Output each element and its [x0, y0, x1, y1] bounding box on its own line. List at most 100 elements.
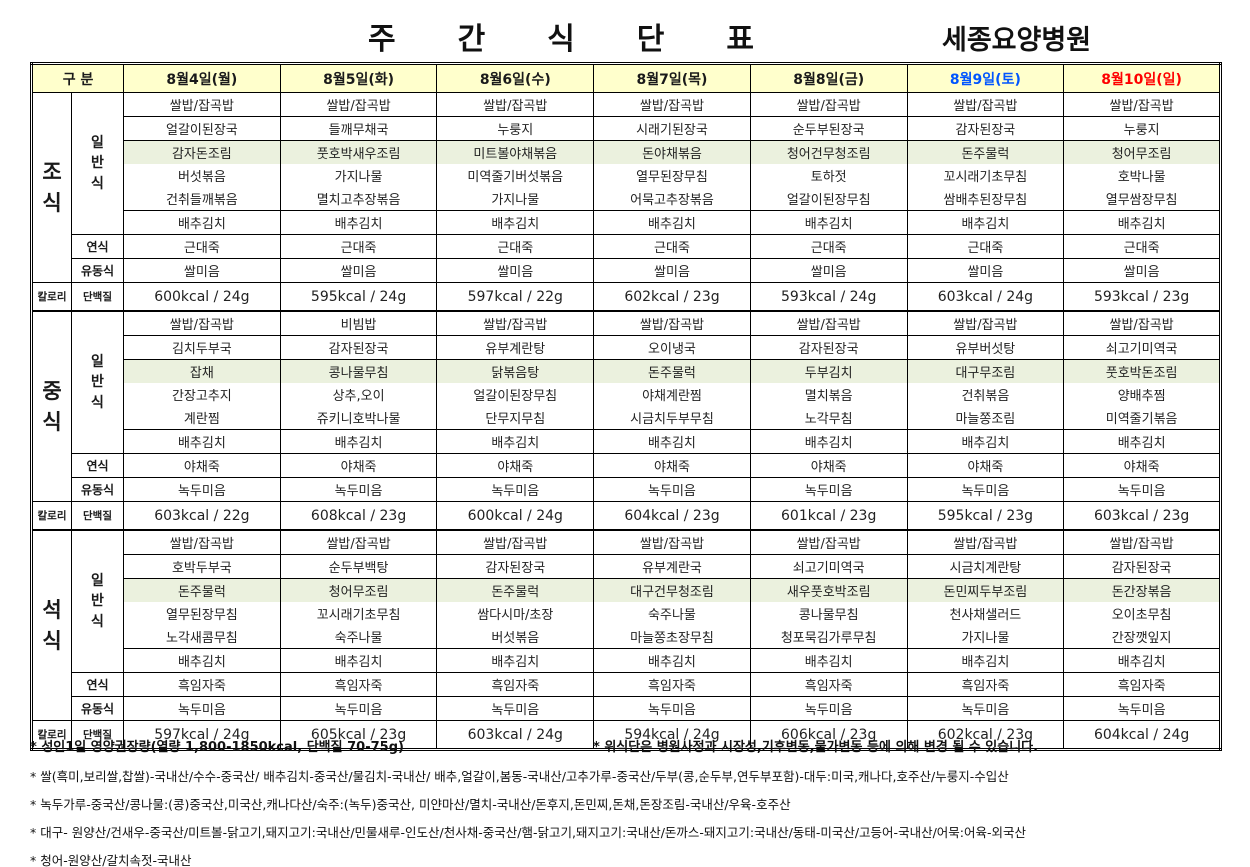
soft-diet-cell: 근대죽: [593, 234, 751, 259]
menu-row: 돈주물럭 청어무조림 돈주물럭 대구건무청조림 새우풋호박조림 돈민찌두부조림 돈간장볶음: [32, 578, 1221, 602]
menu-item-cell: 쌀밥/잡곡밥: [906, 92, 1065, 117]
nutrition-cell: 600kcal / 24g: [436, 501, 595, 531]
soft-diet-cell: 흑임자죽: [749, 672, 908, 697]
meal-name-석식: 석식: [31, 529, 72, 721]
menu-row: 칼로리 단백질 603kcal / 22g 608kcal / 23g 600kcal …: [31, 501, 1221, 531]
menu-item-cell: 마늘쫑초장무침: [593, 625, 751, 649]
meal-type-liquid: 유동식: [70, 477, 125, 502]
meal-type-soft: 연식: [70, 234, 125, 259]
menu-item-cell: 토하젓: [749, 164, 908, 187]
menu-item-cell: 배추김치: [436, 648, 595, 673]
menu-item-cell: 배추김치: [123, 648, 281, 673]
liquid-diet-cell: 녹두미음: [279, 696, 438, 721]
soft-diet-cell: 흑임자죽: [593, 672, 751, 697]
nutrition-cell: 604kcal / 23g: [593, 501, 751, 531]
liquid-diet-cell: 녹두미음: [436, 696, 595, 721]
menu-item-cell: 배추김치: [593, 429, 751, 454]
menu-row: 중식 일반식 쌀밥/잡곡밥 비빔밥 쌀밥/잡곡밥 쌀밥/잡곡밥 쌀밥/잡곡밥 쌀밥/잡곡밥 쌀밥…: [31, 310, 1221, 502]
menu-item-cell: 쌀밥/잡곡밥: [123, 92, 281, 117]
footer-notes: * 성인1일 영양권장량(열량 1,800-1850kcal, 단백질 70-7…: [30, 736, 1230, 867]
menu-row: 석식 일반식 쌀밥/잡곡밥 쌀밥/잡곡밥 쌀밥/잡곡밥 쌀밥/잡곡밥 쌀밥/잡곡밥 쌀밥/잡곡…: [31, 529, 1221, 721]
menu-item-cell: 오이초무침: [1063, 602, 1221, 625]
menu-item-cell: 콩나물무침: [279, 359, 438, 383]
menu-item-cell: 노각새콤무침: [123, 625, 281, 649]
menu-item-cell: 청어무조림: [279, 578, 438, 602]
menu-item-cell: 배추김치: [749, 429, 908, 454]
menu-item-cell: 감자된장국: [279, 335, 438, 360]
menu-item-cell: 감자돈조림: [123, 140, 281, 164]
nutrition-cell: 600kcal / 24g: [123, 282, 281, 312]
menu-item-cell: 쌀밥/잡곡밥: [1063, 310, 1221, 336]
liquid-diet-cell: 녹두미음: [906, 696, 1065, 721]
menu-item-cell: 숙주나물: [593, 602, 751, 625]
meal-name-석식-label: 석식: [42, 598, 62, 653]
menu-row: 호박두부국 순두부백탕 감자된장국 유부계란국 쇠고기미역국 시금치계란탕 감자된장국: [32, 554, 1221, 579]
menu-item-cell: 감자된장국: [749, 335, 908, 360]
menu-row: 유동식 쌀미음 쌀미음 쌀미음 쌀미음 쌀미음 쌀미음 쌀미음: [32, 258, 1221, 283]
menu-item-cell: 건취볶음: [906, 383, 1065, 406]
liquid-diet-cell: 쌀미음: [906, 258, 1065, 283]
menu-item-cell: 배추김치: [123, 210, 281, 235]
liquid-diet-cell: 녹두미음: [436, 477, 595, 502]
label-protein: 단백질: [70, 501, 125, 531]
menu-item-cell: 유부계란탕: [436, 335, 595, 360]
menu-item-cell: 돈주물럭: [436, 578, 595, 602]
menu-item-cell: 청어건무청조림: [749, 140, 908, 164]
nutrition-cell: 601kcal / 23g: [749, 501, 908, 531]
menu-item-cell: 배추김치: [1063, 648, 1221, 673]
menu-row: 감자돈조림 풋호박새우조림 미트볼야채볶음 돈야채볶음 청어건무청조림 돈주물럭 청어무조림: [32, 140, 1221, 164]
meal-name-중식: 중식: [31, 310, 72, 502]
day-header-3: 8월6일(수): [436, 63, 595, 93]
liquid-diet-cell: 쌀미음: [279, 258, 438, 283]
menu-item-cell: 꼬시래기초무침: [279, 602, 438, 625]
menu-item-cell: 멸치볶음: [749, 383, 908, 406]
menu-item-cell: 감자된장국: [436, 554, 595, 579]
menu-item-cell: 쌀밥/잡곡밥: [1063, 92, 1221, 117]
menu-row: 얼갈이된장국 들깨무채국 누룽지 시래기된장국 순두부된장국 감자된장국 누룽지: [32, 116, 1221, 141]
menu-item-cell: 쌈배추된장무침: [906, 187, 1065, 211]
menu-item-cell: 새우풋호박조림: [749, 578, 908, 602]
menu-item-cell: 얼갈이된장무침: [436, 383, 595, 406]
menu-item-cell: 마늘쫑조림: [906, 406, 1065, 430]
meal-type-regular-label: 일반식: [91, 573, 104, 630]
menu-item-cell: 배추김치: [749, 648, 908, 673]
menu-item-cell: 꼬시래기초무침: [906, 164, 1065, 187]
nutrition-cell: 595kcal / 23g: [906, 501, 1065, 531]
note-line-1: * 성인1일 영양권장량(열량 1,800-1850kcal, 단백질 70-7…: [30, 736, 1230, 755]
menu-item-cell: 열무된장무침: [593, 164, 751, 187]
liquid-diet-cell: 쌀미음: [1063, 258, 1221, 283]
menu-item-cell: 쌀밥/잡곡밥: [749, 529, 908, 555]
menu-item-cell: 시금치계란탕: [906, 554, 1065, 579]
menu-row: 유동식 녹두미음 녹두미음 녹두미음 녹두미음 녹두미음 녹두미음 녹두미음: [32, 696, 1221, 721]
menu-item-cell: 가지나물: [279, 164, 438, 187]
menu-item-cell: 배추김치: [906, 648, 1065, 673]
menu-item-cell: 노각무침: [749, 406, 908, 430]
meal-type-regular: 일반식: [70, 529, 125, 673]
menu-item-cell: 쌀밥/잡곡밥: [749, 310, 908, 336]
menu-row: 칼로리 단백질 597kcal / 24g 605kcal / 23g 603kcal …: [31, 720, 1221, 751]
menu-item-cell: 미역줄기볶음: [1063, 406, 1221, 430]
meal-type-regular-label: 일반식: [91, 354, 104, 411]
menu-row: 칼로리 단백질 600kcal / 24g 595kcal / 24g 597kcal …: [31, 282, 1221, 312]
menu-item-cell: 닭볶음탕: [436, 359, 595, 383]
menu-item-cell: 쌀밥/잡곡밥: [749, 92, 908, 117]
menu-item-cell: 쌀밥/잡곡밥: [436, 310, 595, 336]
label-calorie: 칼로리: [31, 282, 72, 312]
menu-item-cell: 돈민찌두부조림: [906, 578, 1065, 602]
menu-item-cell: 순두부된장국: [749, 116, 908, 141]
menu-item-cell: 잡채: [123, 359, 281, 383]
label-protein: 단백질: [70, 282, 125, 312]
nutrition-cell: 595kcal / 24g: [279, 282, 438, 312]
menu-item-cell: 쌀밥/잡곡밥: [123, 310, 281, 336]
nutrition-cell: 608kcal / 23g: [279, 501, 438, 531]
soft-diet-cell: 근대죽: [749, 234, 908, 259]
meal-type-soft: 연식: [70, 453, 125, 478]
menu-item-cell: 쌀밥/잡곡밥: [436, 92, 595, 117]
menu-item-cell: 얼갈이된장국: [123, 116, 281, 141]
menu-item-cell: 배추김치: [906, 429, 1065, 454]
menu-item-cell: 쌀밥/잡곡밥: [906, 310, 1065, 336]
day-header-6: 8월9일(토): [906, 63, 1065, 93]
menu-row: 유동식 녹두미음 녹두미음 녹두미음 녹두미음 녹두미음 녹두미음 녹두미음: [32, 477, 1221, 502]
hospital-name: 세종요양병원: [942, 25, 1092, 56]
note-origin-2: * 녹두가루-중국산/콩나물:(콩)중국산,미국산,캐나다산/숙주:(녹두)중국…: [30, 797, 791, 812]
